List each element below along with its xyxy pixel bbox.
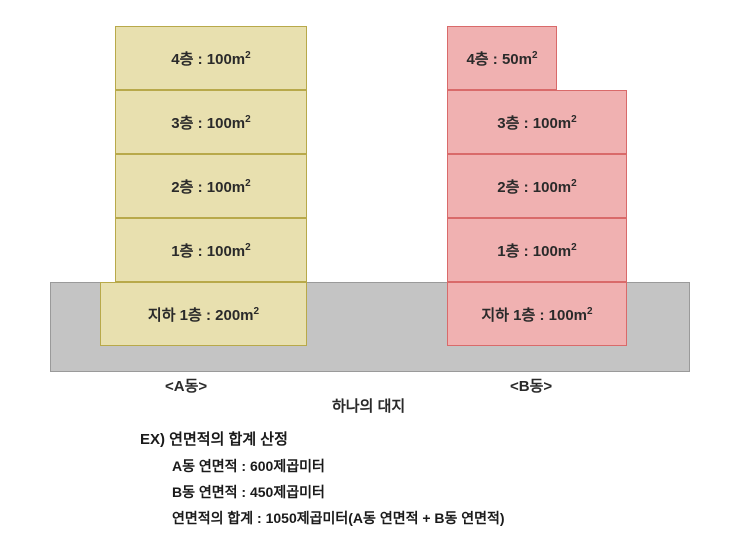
caption-total-area: 연면적의 합계 : 1050제곱미터(A동 연면적 + B동 연면적) bbox=[172, 508, 505, 528]
building-b-floor: 지하 1층 : 100m2 bbox=[447, 282, 627, 346]
floor-label: 지하 1층 : 100m2 bbox=[481, 304, 592, 325]
building-a-floor: 3층 : 100m2 bbox=[115, 90, 307, 154]
building-a-label: <A동> bbox=[165, 375, 207, 396]
diagram-canvas: 4층 : 100m2 3층 : 100m2 2층 : 100m2 1층 : 100m2… bbox=[0, 0, 729, 545]
floor-label: 2층 : 100m2 bbox=[497, 176, 576, 197]
building-a-floor: 1층 : 100m2 bbox=[115, 218, 307, 282]
building-a-floor: 지하 1층 : 200m2 bbox=[100, 282, 307, 346]
floor-label: 4층 : 50m2 bbox=[466, 48, 537, 69]
building-b-label: <B동> bbox=[510, 375, 552, 396]
floor-label: 2층 : 100m2 bbox=[171, 176, 250, 197]
floor-label: 1층 : 100m2 bbox=[171, 240, 250, 261]
building-b-floor: 4층 : 50m2 bbox=[447, 26, 557, 90]
building-b-floor: 3층 : 100m2 bbox=[447, 90, 627, 154]
caption-a-area: A동 연면적 : 600제곱미터 bbox=[172, 456, 325, 476]
building-b-floor: 1층 : 100m2 bbox=[447, 218, 627, 282]
floor-label: 지하 1층 : 200m2 bbox=[148, 304, 259, 325]
building-a-floor: 4층 : 100m2 bbox=[115, 26, 307, 90]
caption-title: EX) 연면적의 합계 산정 bbox=[140, 428, 288, 449]
floor-label: 1층 : 100m2 bbox=[497, 240, 576, 261]
floor-label: 3층 : 100m2 bbox=[497, 112, 576, 133]
caption-b-area: B동 연면적 : 450제곱미터 bbox=[172, 482, 325, 502]
building-a-floor: 2층 : 100m2 bbox=[115, 154, 307, 218]
ground-label: 하나의 대지 bbox=[332, 395, 405, 416]
building-b-floor: 2층 : 100m2 bbox=[447, 154, 627, 218]
floor-label: 4층 : 100m2 bbox=[171, 48, 250, 69]
floor-label: 3층 : 100m2 bbox=[171, 112, 250, 133]
